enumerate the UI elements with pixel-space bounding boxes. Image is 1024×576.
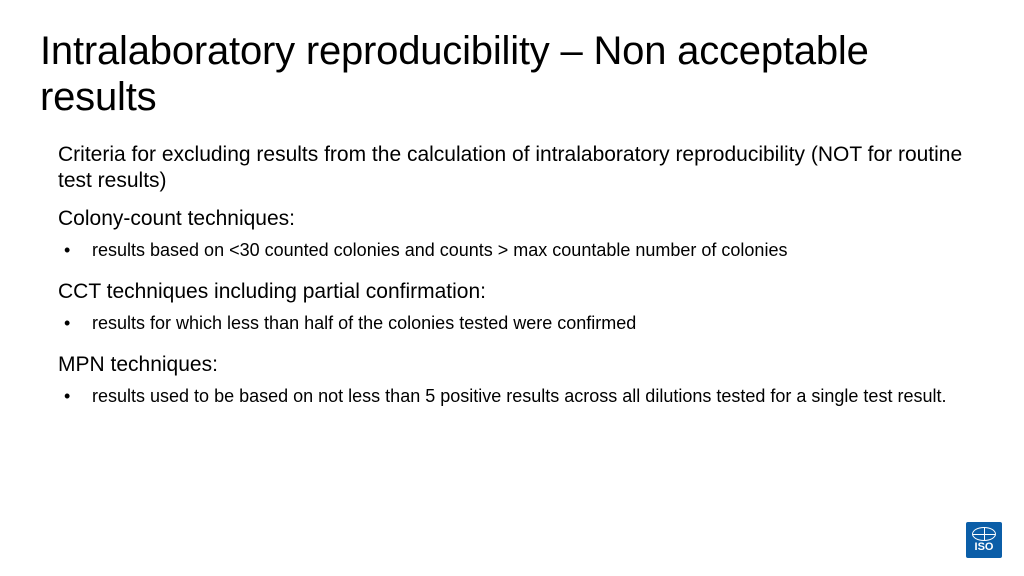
bullet-list: results based on <30 counted colonies an…: [58, 239, 984, 262]
list-item: results used to be based on not less tha…: [58, 385, 984, 408]
globe-icon: [972, 527, 996, 541]
section-heading: MPN techniques:: [58, 353, 984, 377]
iso-logo: ISO: [966, 522, 1002, 558]
section-heading: Colony-count techniques:: [58, 207, 984, 231]
logo-label: ISO: [975, 541, 994, 553]
slide: Intralaboratory reproducibility – Non ac…: [0, 0, 1024, 576]
list-item: results for which less than half of the …: [58, 312, 984, 335]
iso-logo-inner: ISO: [972, 527, 996, 553]
intro-text: Criteria for excluding results from the …: [58, 142, 984, 195]
bullet-list: results for which less than half of the …: [58, 312, 984, 335]
slide-body: Criteria for excluding results from the …: [40, 142, 984, 409]
section-heading: CCT techniques including partial confirm…: [58, 280, 984, 304]
slide-title: Intralaboratory reproducibility – Non ac…: [40, 28, 984, 120]
list-item: results based on <30 counted colonies an…: [58, 239, 984, 262]
bullet-list: results used to be based on not less tha…: [58, 385, 984, 408]
